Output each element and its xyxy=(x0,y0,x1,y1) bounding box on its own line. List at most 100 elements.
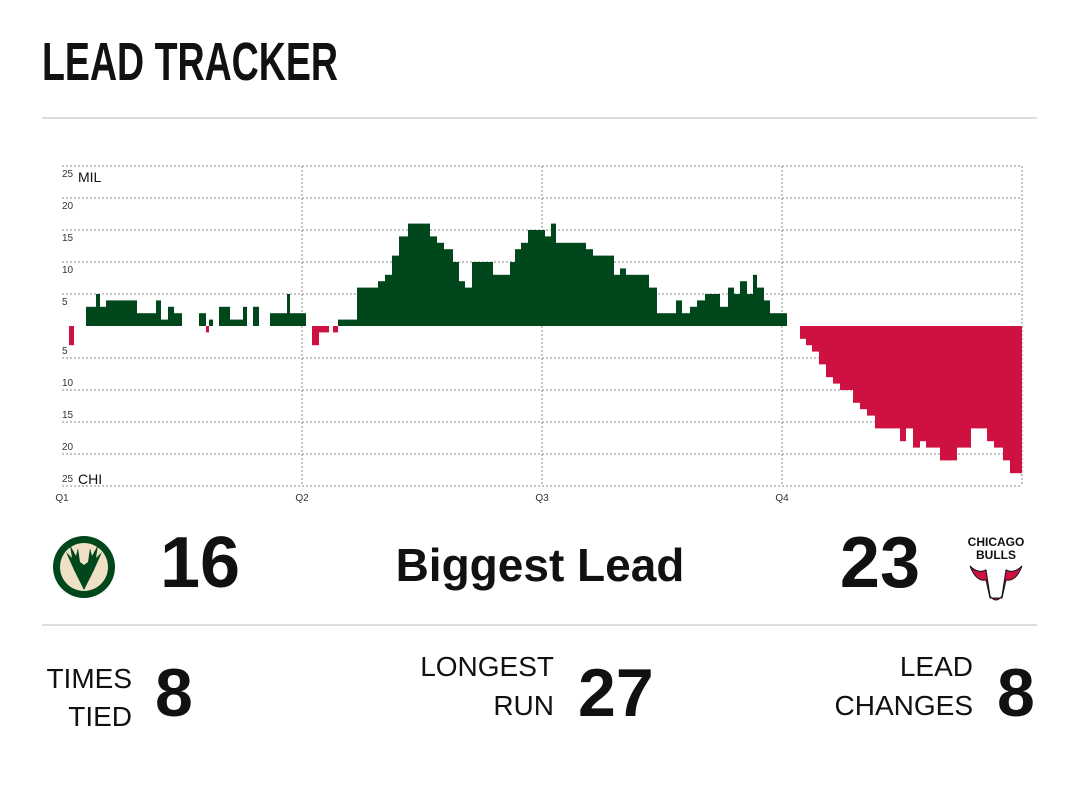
bucks-logo xyxy=(53,536,115,598)
lead-bar xyxy=(764,300,770,326)
lead-bar xyxy=(69,326,74,346)
lead-bar xyxy=(770,313,787,326)
lead-bar xyxy=(338,319,357,326)
lead-bar xyxy=(957,326,971,448)
lead-bar xyxy=(243,306,247,326)
lead-bar xyxy=(987,326,994,442)
y-tick-label: 10 xyxy=(62,265,74,276)
lead-bar xyxy=(206,326,209,333)
lead-bar xyxy=(593,255,614,326)
lead-bar xyxy=(430,236,437,326)
lead-bar xyxy=(493,274,510,326)
lead-bar xyxy=(545,236,551,326)
lead-bar xyxy=(209,319,213,326)
lead-bar xyxy=(826,326,833,378)
lead-bar xyxy=(747,294,753,326)
lead-bar xyxy=(940,326,957,461)
lead-bar xyxy=(270,313,287,326)
lead-bar xyxy=(728,287,734,326)
lead-bar xyxy=(1003,326,1010,461)
lead-bar xyxy=(521,242,528,326)
lead-bar xyxy=(551,223,556,326)
lead-bar xyxy=(614,274,620,326)
lead-bar xyxy=(230,319,243,326)
lead-bar xyxy=(199,313,206,326)
lead-bar xyxy=(620,268,626,326)
lead-bar xyxy=(926,326,940,448)
stat-label: TIED xyxy=(68,701,132,732)
x-tick-label: Q4 xyxy=(775,493,789,504)
lead-bar xyxy=(994,326,1003,448)
team-label: MIL xyxy=(78,169,102,185)
lead-bar xyxy=(287,294,290,326)
lead-bar xyxy=(657,313,676,326)
lead-bar xyxy=(833,326,840,384)
bulls-logo: CHICAGO BULLS xyxy=(968,535,1025,601)
lead-bar xyxy=(219,306,230,326)
lead-bar xyxy=(705,294,720,326)
lead-bar xyxy=(168,306,174,326)
lead-bar xyxy=(253,306,259,326)
stat-value: 8 xyxy=(155,655,193,731)
lead-bar xyxy=(840,326,853,390)
y-tick-label: 10 xyxy=(62,378,74,389)
x-tick-label: Q3 xyxy=(535,493,549,504)
lead-bar xyxy=(649,287,657,326)
lead-bar xyxy=(392,255,399,326)
stat-label: LONGEST xyxy=(420,651,554,682)
lead-bar xyxy=(408,223,430,326)
lead-bar xyxy=(333,326,338,333)
lead-bar xyxy=(357,287,378,326)
lead-bar xyxy=(586,249,593,326)
home-biggest-lead: 16 xyxy=(160,523,240,603)
y-tick-label: 5 xyxy=(62,297,68,308)
lead-bar xyxy=(510,262,515,326)
lead-bar xyxy=(682,313,690,326)
lead-bar xyxy=(734,294,740,326)
lead-bar xyxy=(757,287,764,326)
y-tick-label: 25 xyxy=(62,474,74,485)
stat-label: LEAD xyxy=(900,651,973,682)
lead-bar xyxy=(819,326,826,365)
lead-bar xyxy=(676,300,682,326)
lead-bar xyxy=(720,306,728,326)
lead-bar xyxy=(1010,326,1022,474)
lead-bar xyxy=(697,300,705,326)
lead-bar xyxy=(290,313,306,326)
title: LEAD TRACKER xyxy=(42,32,338,92)
lead-bar xyxy=(806,326,812,346)
lead-bar xyxy=(472,262,493,326)
y-tick-label: 25 xyxy=(62,169,74,180)
lead-bar xyxy=(319,326,329,333)
lead-bar xyxy=(812,326,819,352)
lead-bar xyxy=(860,326,867,410)
lead-bar xyxy=(920,326,926,442)
lead-bar xyxy=(875,326,900,429)
lead-bar xyxy=(156,300,161,326)
y-tick-label: 15 xyxy=(62,410,74,421)
lead-bar xyxy=(399,236,408,326)
y-tick-label: 5 xyxy=(62,346,68,357)
x-tick-label: Q1 xyxy=(55,493,69,504)
y-tick-label: 20 xyxy=(62,201,74,212)
biggest-lead-label: Biggest Lead xyxy=(396,539,685,591)
y-tick-label: 20 xyxy=(62,442,74,453)
lead-bar xyxy=(378,281,385,326)
lead-bar xyxy=(385,274,392,326)
lead-bar xyxy=(106,300,137,326)
lead-bar xyxy=(453,262,459,326)
lead-bar xyxy=(444,249,453,326)
logo-text: CHICAGO xyxy=(968,535,1025,549)
lead-bar xyxy=(690,306,697,326)
stat-label: RUN xyxy=(493,690,554,721)
lead-bar xyxy=(900,326,906,442)
lead-bar xyxy=(556,242,586,326)
y-tick-label: 15 xyxy=(62,233,74,244)
lead-bar xyxy=(137,313,156,326)
lead-bar xyxy=(312,326,319,346)
lead-bar xyxy=(867,326,875,416)
lead-bar xyxy=(753,274,757,326)
lead-bar xyxy=(528,230,545,326)
lead-bar xyxy=(971,326,987,429)
